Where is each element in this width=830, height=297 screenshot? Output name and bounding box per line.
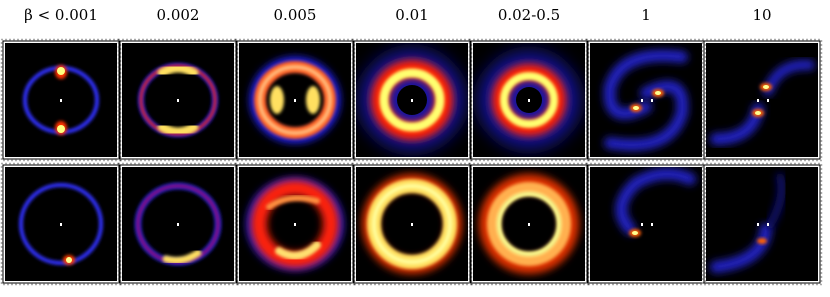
panel-frame (236, 40, 354, 160)
star (651, 223, 653, 226)
panel-image (360, 50, 464, 150)
arm (766, 173, 786, 229)
star (528, 99, 530, 102)
panel-frame (703, 164, 821, 284)
panel-image (138, 63, 218, 137)
arm (615, 167, 696, 235)
blob (757, 238, 767, 244)
arm (710, 223, 772, 273)
panel (351, 162, 473, 286)
panel-frame (703, 40, 821, 160)
column-label: 1 (641, 6, 651, 24)
blob (270, 86, 284, 114)
panel-image (19, 183, 103, 265)
panel-image (479, 174, 579, 274)
ring (379, 68, 445, 132)
panel-image (134, 182, 222, 266)
panel (0, 38, 122, 162)
arm (275, 241, 321, 260)
panel (585, 162, 707, 286)
star (177, 223, 179, 226)
panel-frame (2, 164, 120, 284)
panel (468, 162, 590, 286)
panel (701, 38, 823, 162)
arm (157, 63, 199, 78)
star (757, 223, 759, 226)
blob (306, 86, 320, 114)
blob (57, 67, 65, 75)
panel (234, 38, 356, 162)
panel-frame (119, 164, 237, 284)
panel-frame (236, 164, 354, 284)
panel-image (247, 178, 343, 270)
arm (157, 122, 199, 137)
panel-image (615, 167, 696, 237)
panel (117, 38, 239, 162)
ring (19, 183, 103, 265)
panel-frame (470, 40, 588, 160)
ring (487, 182, 571, 266)
panel-image (710, 59, 815, 145)
column-label: 0.02-0.5 (498, 6, 560, 24)
panel-frame (470, 164, 588, 284)
star (528, 223, 530, 226)
column-label: β < 0.001 (24, 6, 98, 24)
star (767, 99, 769, 102)
panel-image (362, 174, 462, 274)
blob (66, 257, 72, 263)
ring (372, 184, 452, 264)
panel (117, 162, 239, 286)
panel (701, 162, 823, 286)
panel (234, 162, 356, 286)
blob (57, 125, 65, 133)
star (641, 99, 643, 102)
column-label: 0.01 (395, 6, 428, 24)
ring (496, 191, 562, 257)
ring (500, 72, 558, 128)
panel-image (603, 49, 689, 151)
ring (258, 65, 332, 135)
star (641, 223, 643, 226)
star (651, 99, 653, 102)
panel (351, 38, 473, 162)
ring (251, 180, 339, 268)
arm (603, 49, 688, 120)
star (767, 223, 769, 226)
arm (162, 249, 202, 264)
column-label: 0.005 (274, 6, 317, 24)
panel (0, 162, 122, 286)
star (294, 223, 296, 226)
blob (755, 111, 761, 115)
panel-frame (2, 40, 120, 160)
blob (632, 231, 638, 235)
column-label: 0.002 (157, 6, 200, 24)
panel-image (710, 173, 786, 273)
panel-frame (353, 40, 471, 160)
panel (468, 38, 590, 162)
panel-image (250, 57, 340, 143)
blob (655, 91, 661, 95)
panel-frame (119, 40, 237, 160)
blob (763, 85, 769, 89)
star (757, 99, 759, 102)
star (411, 99, 413, 102)
star (294, 99, 296, 102)
panel-image (479, 52, 579, 148)
star (411, 223, 413, 226)
arm (604, 80, 689, 151)
panel-frame (353, 164, 471, 284)
arm (266, 195, 320, 210)
blob (633, 106, 639, 110)
panel-background (590, 167, 702, 281)
star (60, 99, 62, 102)
star (177, 99, 179, 102)
panel-image (23, 65, 99, 135)
panel (585, 38, 707, 162)
column-label: 10 (752, 6, 771, 24)
star (60, 223, 62, 226)
